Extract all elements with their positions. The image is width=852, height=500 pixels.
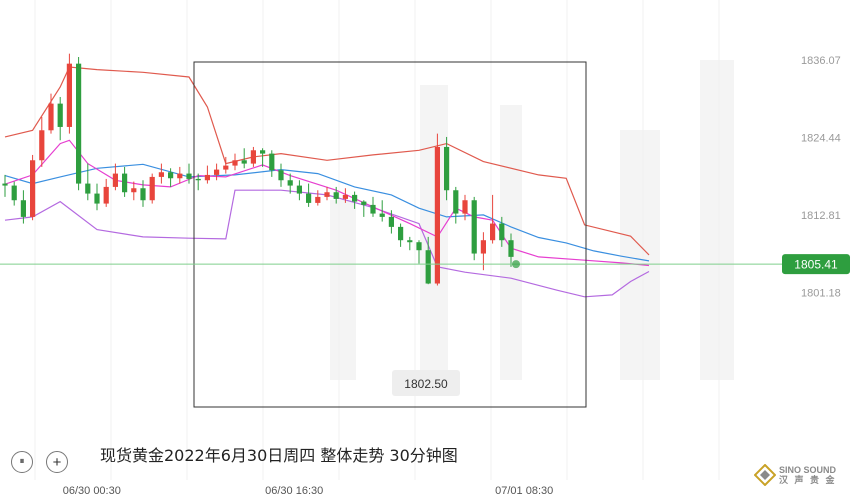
- candle-body: [287, 180, 293, 186]
- middle-band-line: [4, 163, 650, 262]
- pause-button[interactable]: ⏸: [11, 451, 33, 473]
- candle-body: [122, 173, 128, 193]
- upper-band-line: [4, 66, 650, 256]
- candle-body: [407, 240, 413, 243]
- candle-body: [444, 146, 450, 191]
- candle-body: [103, 186, 109, 204]
- candle-body: [425, 250, 431, 284]
- diamond-logo-icon: [754, 464, 776, 486]
- candle-body: [269, 153, 275, 171]
- candle-body: [306, 193, 312, 203]
- candle-body: [260, 150, 266, 154]
- candle-body: [140, 188, 146, 201]
- candle-body: [57, 103, 63, 127]
- candle-body: [278, 170, 284, 181]
- indicator-lines: [4, 66, 650, 298]
- overlays: 1805.41 1802.50: [0, 61, 850, 408]
- candle-body: [315, 196, 321, 203]
- candle-body: [471, 200, 477, 254]
- candle-body: [342, 194, 348, 199]
- candle-body: [223, 165, 229, 170]
- current-price-dot: [512, 260, 520, 269]
- candle-body: [241, 160, 247, 164]
- time-tick-label: 06/30 00:30: [63, 485, 121, 497]
- building-silhouette: [330, 200, 356, 380]
- candle-body: [168, 172, 174, 179]
- candle-body: [370, 204, 376, 214]
- highlight-box: [193, 61, 587, 408]
- price-tick-label: 1836.07: [801, 55, 841, 67]
- candle-body: [149, 176, 155, 201]
- candle-body: [398, 226, 404, 241]
- brand-text: SINO SOUND 汉 声 贵 金: [776, 465, 837, 485]
- candle-body: [85, 183, 91, 194]
- candle-body: [480, 240, 486, 254]
- plus-icon: +: [52, 453, 62, 471]
- price-tick-label: 1812.81: [801, 210, 841, 222]
- time-tick-label: 07/01 08:30: [495, 485, 553, 497]
- candle-body: [434, 146, 440, 284]
- candle-body: [66, 63, 72, 127]
- price-tick-label: 1824.44: [801, 132, 841, 144]
- low-annotation-label: 1802.50: [404, 377, 448, 391]
- moving-average-line: [4, 139, 650, 267]
- candle-body: [462, 200, 468, 214]
- time-tick-label: 06/30 16:30: [265, 485, 323, 497]
- candle-body: [361, 201, 367, 205]
- candle-body: [30, 160, 36, 217]
- brand-subname: 汉 声 贵 金: [779, 475, 837, 485]
- candle-body: [20, 200, 26, 217]
- current-price-tag: [782, 254, 850, 275]
- candle-body: [48, 103, 54, 131]
- candle-body: [39, 130, 45, 161]
- candle-body: [76, 63, 82, 184]
- candle-body: [112, 173, 118, 187]
- candle-body: [195, 178, 201, 181]
- candle-body: [490, 223, 496, 241]
- candle-body: [214, 169, 220, 175]
- pause-icon: ⏸: [19, 456, 25, 467]
- candle-body: [2, 183, 8, 186]
- building-silhouette: [700, 60, 734, 380]
- zoom-in-button[interactable]: +: [46, 451, 68, 473]
- candle-body: [131, 188, 137, 193]
- candle-body: [177, 173, 183, 179]
- candle-body: [388, 216, 394, 227]
- candle-body: [232, 160, 238, 166]
- candles: [2, 53, 514, 286]
- candle-body: [11, 185, 17, 201]
- candle-body: [333, 192, 339, 199]
- low-annotation-box: [392, 370, 460, 396]
- candle-body: [250, 150, 256, 164]
- candle-body: [508, 240, 514, 257]
- price-tick-label: 1801.18: [801, 287, 841, 299]
- candle-body: [352, 194, 358, 202]
- axes: 1836.07 1824.44 1812.81 1801.18 06/30 00:30 0…: [63, 55, 841, 497]
- candle-body: [158, 172, 164, 177]
- chart-caption: 现货黄金2022年6月30日周四 整体走势 30分钟图: [100, 446, 458, 465]
- brand-logo: SINO SOUND 汉 声 贵 金: [754, 464, 837, 486]
- building-silhouette: [620, 130, 660, 380]
- candle-body: [453, 190, 459, 214]
- candle-body: [186, 173, 192, 179]
- candle-body: [94, 193, 100, 204]
- lower-band-line: [4, 189, 650, 298]
- brand-name: SINO SOUND: [779, 465, 837, 475]
- candle-body: [499, 223, 505, 241]
- candle-body: [324, 192, 330, 197]
- candle-body: [379, 213, 385, 217]
- building-silhouette: [420, 85, 448, 380]
- candle-body: [416, 242, 422, 251]
- candle-body: [204, 174, 210, 181]
- current-price-label: 1805.41: [794, 258, 838, 272]
- background-decoration: [330, 60, 734, 380]
- candle-body: [296, 185, 302, 194]
